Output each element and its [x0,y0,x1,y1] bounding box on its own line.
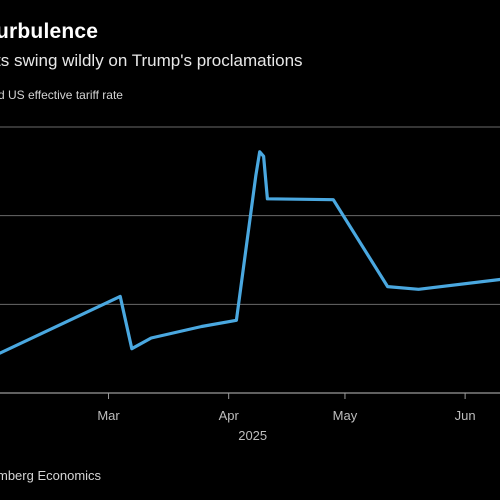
x-axis: Mar Apr May Jun 2025 [97,393,476,443]
chart-subtitle: ts swing wildly on Trump's proclamations [0,51,303,70]
x-year-label: 2025 [238,428,267,443]
line-chart: Mar Apr May Jun 2025 [0,126,500,443]
x-tick-label: Jun [455,408,476,423]
x-tick-label: Mar [97,408,120,423]
chart-title: urbulence [0,20,99,43]
x-tick-label: May [333,408,358,423]
x-tick-label: Apr [219,408,240,423]
series-line [0,150,500,355]
gridlines [0,126,500,394]
series-layer [0,150,500,355]
series-label: d US effective tariff rate [0,88,123,102]
source-note: mberg Economics [0,468,102,483]
